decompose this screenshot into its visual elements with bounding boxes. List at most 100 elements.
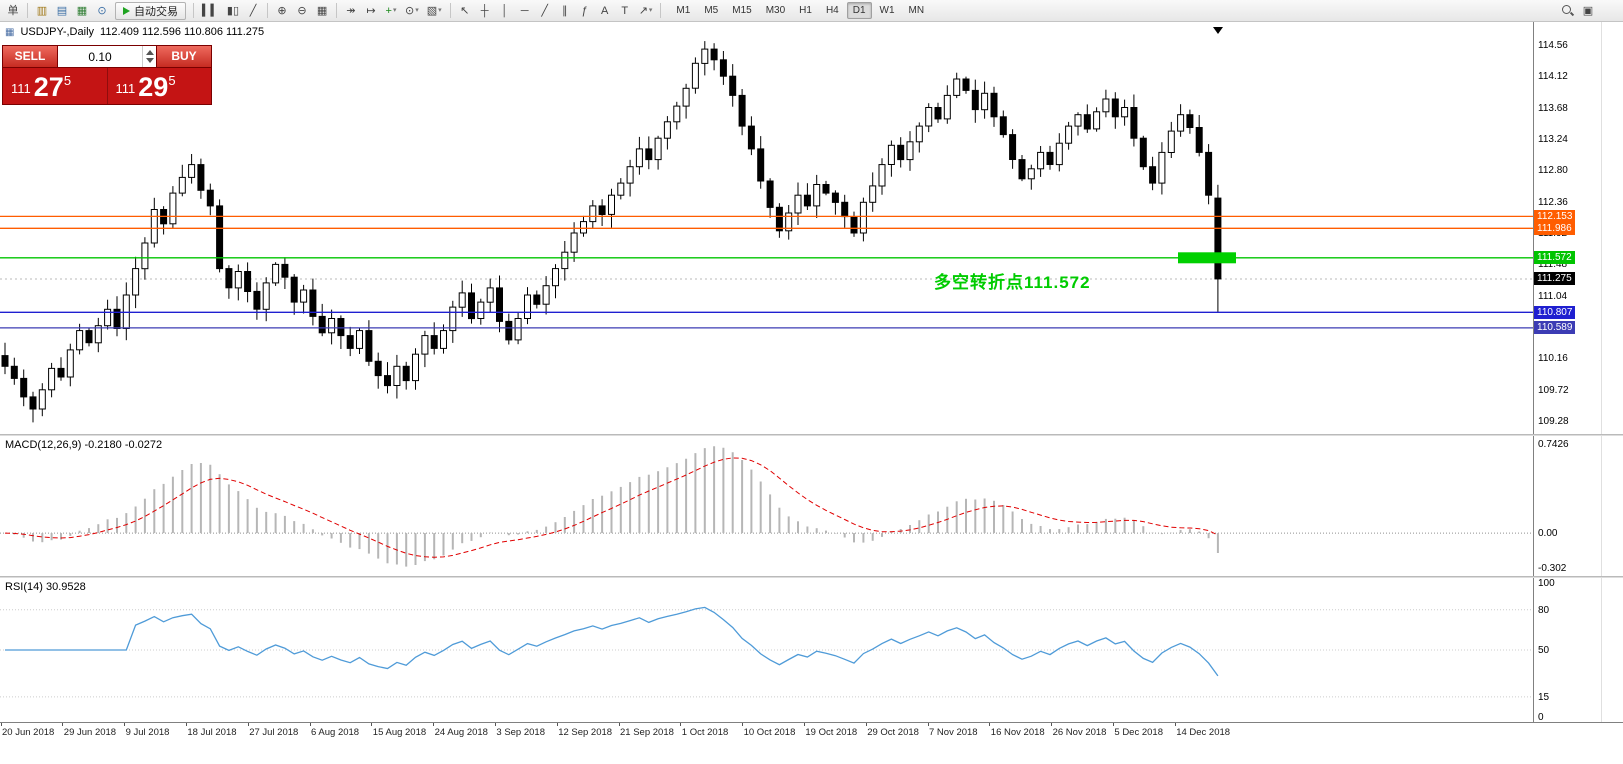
trendline-icon[interactable]: ╱	[536, 2, 554, 20]
rsi-axis-label: 80	[1538, 604, 1550, 616]
line-chart-icon[interactable]: ╱	[244, 2, 262, 20]
new-chart-icon[interactable]: ▥	[33, 2, 51, 20]
timeframe-m15[interactable]: M15	[732, 5, 752, 16]
volume-up-icon[interactable]	[145, 50, 154, 55]
date-tick	[371, 723, 373, 726]
buy-button[interactable]: BUY	[157, 46, 211, 67]
candle-body	[384, 375, 391, 387]
glyph: ⊙	[97, 4, 107, 17]
candle-body	[663, 121, 671, 139]
price-axis[interactable]: 114.56 114.12 113.68 113.24 112.80 112.36 111.…	[1534, 22, 1601, 722]
sell-button[interactable]: SELL	[3, 46, 57, 67]
glyph: ⊖	[297, 4, 307, 17]
window-layout-icon[interactable]: ▣	[1579, 2, 1597, 20]
rsi-axis-label: 100	[1538, 578, 1555, 589]
candle-body	[803, 194, 811, 207]
label-icon[interactable]: T	[616, 2, 634, 20]
toolbar-right-icons: ▣	[1557, 2, 1598, 20]
vertical-line-icon[interactable]: │	[496, 2, 514, 20]
candlestick-chart-icon[interactable]: ▮▯	[224, 2, 242, 20]
templates-button[interactable]: ▧ ▾	[424, 2, 445, 20]
candle-body	[1195, 127, 1203, 153]
date-label: 5 Dec 2018	[1114, 727, 1163, 738]
candle-body	[197, 164, 205, 191]
trade-panel-controls: SELL 0.10 BUY	[3, 46, 211, 67]
chart-shift-icon[interactable]: ↦	[362, 2, 380, 20]
candle-body	[374, 360, 382, 377]
candle-body	[990, 92, 998, 118]
bid-price[interactable]: 111 27 5	[3, 68, 107, 104]
macd-axis-label: 0.7426	[1538, 439, 1569, 450]
timeframe-m30[interactable]: M30	[765, 5, 786, 16]
candle-body	[1093, 111, 1101, 130]
bars-chart-icon[interactable]: ▍▍	[199, 2, 222, 20]
candle-body	[505, 320, 513, 341]
timeframe-d1[interactable]: D1	[846, 2, 872, 19]
chart-shift-marker[interactable]	[1213, 27, 1223, 34]
panel-separator[interactable]	[0, 576, 1623, 578]
search-icon[interactable]	[1558, 2, 1577, 20]
volume-field[interactable]: 0.10	[57, 46, 157, 67]
macd-axis-label: -0.302	[1538, 563, 1567, 574]
candle-body	[1055, 142, 1063, 166]
highlight-box[interactable]	[1178, 252, 1236, 264]
candle-body	[953, 78, 961, 96]
timeframe-h4[interactable]: H4	[825, 5, 839, 16]
candle-body	[701, 48, 709, 64]
glyph: ▣	[1582, 4, 1594, 17]
timeframe-m5[interactable]: M5	[704, 5, 719, 16]
macd-canvas[interactable]	[0, 436, 1533, 576]
auto-scroll-icon[interactable]: ↠	[342, 2, 360, 20]
market-watch-icon[interactable]: ▦	[73, 2, 91, 20]
arrows-icon[interactable]: ↗ ▾	[636, 2, 656, 20]
glyph: ▦	[76, 4, 88, 17]
volume-spinner[interactable]	[142, 46, 156, 67]
date-axis[interactable]: 20 Jun 2018 29 Jun 2018 9 Jul 2018 18 Jul 2…	[0, 722, 1623, 742]
date-tick	[0, 723, 2, 726]
trade-panel-prices: 111 27 5 111 29 5	[3, 67, 211, 104]
zoom-in-icon[interactable]: ⊕	[273, 2, 291, 20]
toolbar-separator	[449, 3, 451, 18]
timeframe-m1[interactable]: M1	[676, 5, 691, 16]
glyph: 单	[7, 4, 19, 17]
candle-body	[48, 367, 56, 391]
toolbar-separator	[193, 3, 194, 18]
candle-body	[337, 318, 345, 337]
toolbar-separator	[336, 3, 338, 18]
periods-button[interactable]: ⊙ ▾	[402, 2, 422, 20]
candle-body	[738, 94, 746, 127]
zoom-out-icon[interactable]: ⊖	[293, 2, 311, 20]
date-tick	[556, 723, 558, 726]
autotrading-button[interactable]: 自动交易	[115, 1, 186, 20]
candle-body	[104, 308, 112, 327]
date-tick	[62, 723, 64, 726]
candle-body	[94, 325, 102, 344]
channel-icon[interactable]: ∥	[556, 2, 574, 20]
candle-body	[141, 242, 149, 270]
volume-down-icon[interactable]	[145, 58, 154, 63]
rsi-canvas[interactable]	[0, 578, 1533, 722]
ask-big: 29	[138, 72, 169, 102]
autotrade-label: 自动交易	[134, 5, 178, 18]
toolbar-separator	[267, 3, 269, 18]
indicators-button[interactable]: + ▾	[382, 2, 400, 20]
new-order-button[interactable]: 单	[4, 2, 22, 20]
candle-body	[1027, 168, 1035, 180]
fibonacci-icon[interactable]: ƒ	[576, 2, 594, 20]
text-icon[interactable]: A	[596, 2, 614, 20]
data-window-icon[interactable]: ⊙	[93, 2, 111, 20]
candle-body	[617, 182, 625, 196]
timeframe-h1[interactable]: H1	[799, 5, 812, 16]
timeframe-w1[interactable]: W1	[879, 5, 895, 16]
crosshair-icon[interactable]: ┼	[476, 2, 494, 20]
date-label: 12 Sep 2018	[558, 727, 613, 738]
grid-icon[interactable]: ▦	[313, 2, 331, 20]
ask-price[interactable]: 111 29 5	[106, 68, 212, 104]
main-chart-canvas[interactable]	[0, 22, 1533, 434]
panel-separator[interactable]	[0, 434, 1623, 436]
cursor-icon[interactable]: ↖	[456, 2, 474, 20]
timeframe-mn[interactable]: MN	[908, 5, 925, 16]
candle-body	[216, 205, 224, 270]
horizontal-line-icon[interactable]: ─	[516, 2, 534, 20]
profiles-icon[interactable]: ▤	[53, 2, 71, 20]
